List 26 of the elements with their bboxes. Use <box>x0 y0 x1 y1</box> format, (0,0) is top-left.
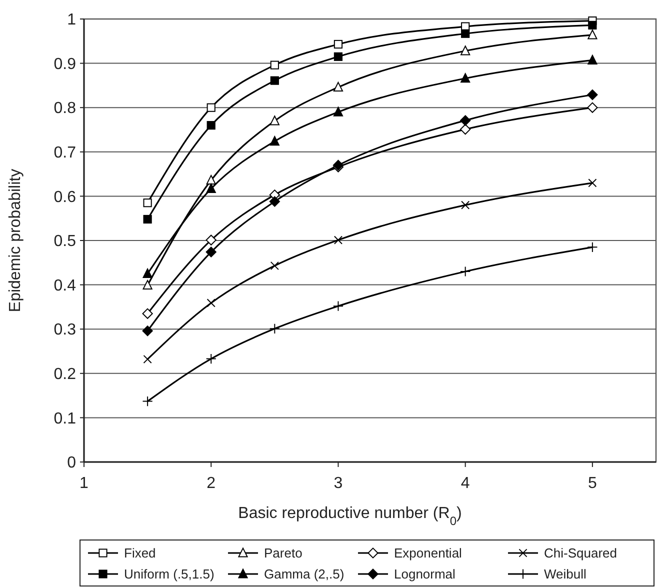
y-tick-label: 0.6 <box>54 188 76 206</box>
legend-label: Chi-Squared <box>544 546 617 561</box>
y-tick-label: 0.8 <box>54 100 76 118</box>
y-tick-label: 0.2 <box>54 366 76 383</box>
x-tick-label: 2 <box>206 475 216 492</box>
legend-label: Gamma (2,.5) <box>264 566 344 582</box>
legend-label: Weibull <box>544 566 586 582</box>
y-axis-title: Epidemic probability <box>7 168 24 312</box>
x-tick-label: 5 <box>588 475 597 492</box>
y-tick-label: 0 <box>67 454 76 472</box>
y-tick-label: 0.9 <box>54 56 76 73</box>
x-tick-label: 1 <box>80 475 89 492</box>
x-axis-title: Basic reproductive number (R$_{0}$) <box>238 505 462 528</box>
x-tick-label: 3 <box>334 475 343 492</box>
legend-label: Uniform (.5,1.5) <box>124 566 214 582</box>
y-tick-label: 0.3 <box>54 322 76 339</box>
x-tick-label: 4 <box>460 475 470 492</box>
y-tick-label: 0.1 <box>54 410 76 428</box>
legend-label: Lognormal <box>394 566 456 582</box>
legend-label: Pareto <box>264 546 302 561</box>
y-tick-label: 0.7 <box>54 144 76 162</box>
legend-label: Exponential <box>394 546 462 561</box>
y-tick-label: 0.4 <box>54 277 76 294</box>
legend-label: Fixed <box>124 546 156 561</box>
y-tick-label: 0.5 <box>54 233 76 250</box>
y-tick-label: 1 <box>67 12 76 29</box>
